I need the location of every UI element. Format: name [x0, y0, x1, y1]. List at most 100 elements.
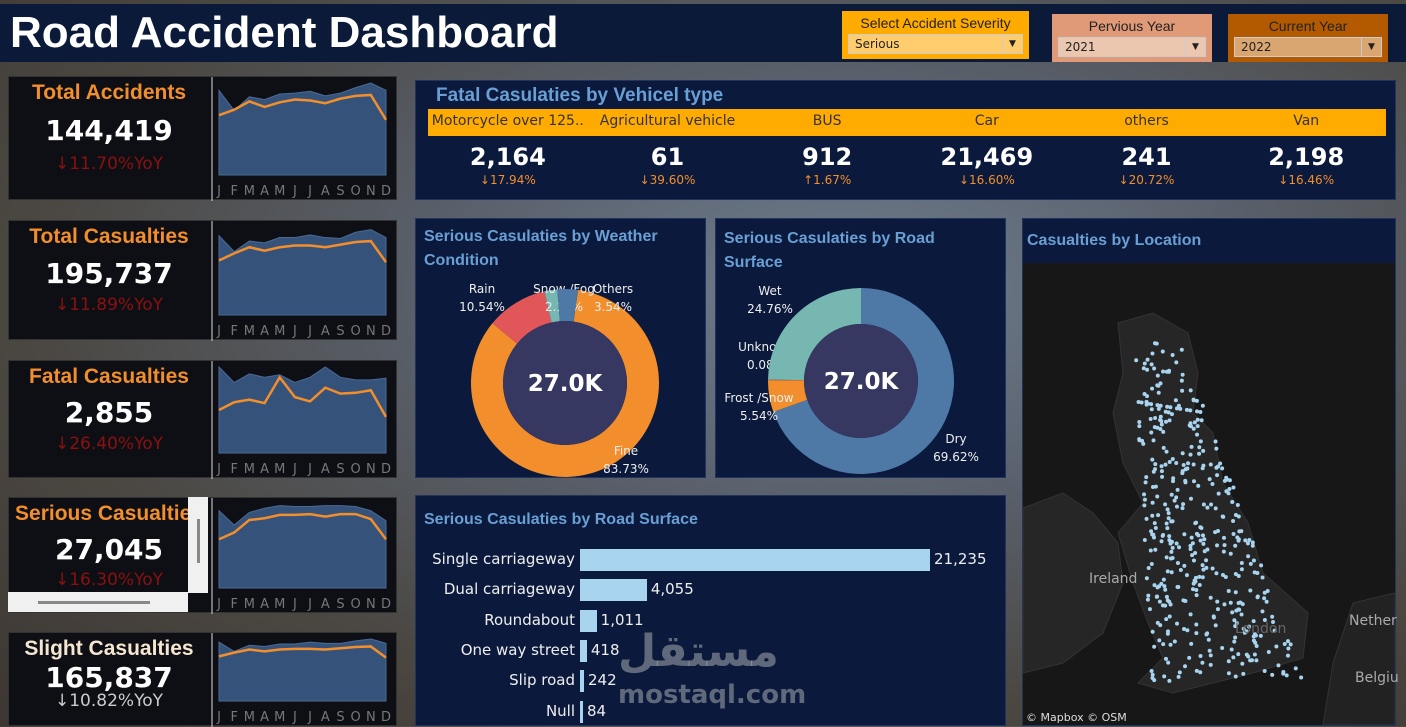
location-point[interactable]: [1148, 416, 1153, 421]
location-point[interactable]: [1149, 529, 1154, 534]
location-point[interactable]: [1160, 349, 1165, 354]
location-point[interactable]: [1286, 646, 1291, 651]
location-point[interactable]: [1231, 485, 1236, 490]
donut-slice-unknown[interactable]: [768, 379, 805, 381]
location-point[interactable]: [1142, 492, 1147, 497]
bar-4[interactable]: [580, 670, 584, 693]
location-point[interactable]: [1165, 526, 1170, 531]
location-point[interactable]: [1169, 492, 1174, 497]
location-point[interactable]: [1150, 629, 1155, 634]
location-point[interactable]: [1171, 476, 1176, 481]
bar-3[interactable]: [580, 639, 587, 662]
location-point[interactable]: [1199, 418, 1204, 423]
location-point[interactable]: [1173, 398, 1178, 403]
location-point[interactable]: [1243, 538, 1248, 543]
location-point[interactable]: [1159, 581, 1164, 586]
location-point[interactable]: [1254, 658, 1259, 663]
location-point[interactable]: [1179, 347, 1184, 352]
location-point[interactable]: [1244, 652, 1249, 657]
location-point[interactable]: [1239, 529, 1244, 534]
location-point[interactable]: [1151, 469, 1156, 474]
location-point[interactable]: [1213, 439, 1218, 444]
location-point[interactable]: [1142, 497, 1147, 502]
location-point[interactable]: [1159, 464, 1164, 469]
location-point[interactable]: [1210, 566, 1215, 571]
location-point[interactable]: [1169, 570, 1174, 575]
location-point[interactable]: [1163, 419, 1168, 424]
location-point[interactable]: [1238, 600, 1243, 605]
location-point[interactable]: [1171, 479, 1176, 484]
location-point[interactable]: [1146, 593, 1151, 598]
donut-slice-frost-snow[interactable]: [768, 380, 808, 412]
location-point[interactable]: [1146, 566, 1151, 571]
location-point[interactable]: [1169, 519, 1174, 524]
location-point[interactable]: [1157, 638, 1162, 643]
location-point[interactable]: [1246, 554, 1251, 559]
location-point[interactable]: [1206, 637, 1211, 642]
location-point[interactable]: [1161, 429, 1166, 434]
location-point[interactable]: [1177, 545, 1182, 550]
location-point[interactable]: [1167, 534, 1172, 539]
location-point[interactable]: [1216, 491, 1221, 496]
location-point[interactable]: [1233, 513, 1238, 518]
location-point[interactable]: [1137, 438, 1142, 443]
location-point[interactable]: [1227, 486, 1232, 491]
location-point[interactable]: [1179, 378, 1184, 383]
location-point[interactable]: [1180, 451, 1185, 456]
location-point[interactable]: [1152, 521, 1157, 526]
location-point[interactable]: [1204, 558, 1209, 563]
location-point[interactable]: [1221, 535, 1226, 540]
location-point[interactable]: [1152, 644, 1157, 649]
location-point[interactable]: [1253, 633, 1258, 638]
location-point[interactable]: [1233, 590, 1238, 595]
location-point[interactable]: [1170, 353, 1175, 358]
location-point[interactable]: [1200, 563, 1205, 568]
location-point[interactable]: [1201, 567, 1206, 572]
location-point[interactable]: [1231, 655, 1236, 660]
location-point[interactable]: [1254, 644, 1259, 649]
donut-slice-dry[interactable]: [773, 288, 954, 474]
location-point[interactable]: [1167, 614, 1172, 619]
location-point[interactable]: [1164, 521, 1169, 526]
location-point[interactable]: [1211, 615, 1216, 620]
location-point[interactable]: [1208, 653, 1213, 658]
location-point[interactable]: [1159, 469, 1164, 474]
current-year-dropdown[interactable]: 2022 ▼: [1234, 37, 1382, 57]
location-point[interactable]: [1158, 403, 1163, 408]
location-point[interactable]: [1197, 451, 1202, 456]
location-point[interactable]: [1188, 543, 1193, 548]
location-point[interactable]: [1167, 368, 1172, 373]
location-point[interactable]: [1169, 549, 1174, 554]
location-point[interactable]: [1233, 624, 1238, 629]
location-point[interactable]: [1239, 561, 1244, 566]
location-point[interactable]: [1160, 474, 1165, 479]
location-point[interactable]: [1233, 571, 1238, 576]
location-point[interactable]: [1166, 410, 1171, 415]
location-point[interactable]: [1270, 672, 1275, 677]
location-point[interactable]: [1149, 362, 1154, 367]
location-point[interactable]: [1284, 673, 1289, 678]
location-point[interactable]: [1186, 461, 1191, 466]
location-point[interactable]: [1159, 422, 1164, 427]
location-point[interactable]: [1202, 549, 1207, 554]
location-point[interactable]: [1153, 462, 1158, 467]
location-point[interactable]: [1184, 573, 1189, 578]
location-point[interactable]: [1158, 426, 1163, 431]
location-point[interactable]: [1195, 417, 1200, 422]
location-point[interactable]: [1250, 543, 1255, 548]
location-point[interactable]: [1207, 477, 1212, 482]
location-point[interactable]: [1233, 674, 1238, 679]
location-point[interactable]: [1172, 639, 1177, 644]
location-point[interactable]: [1201, 502, 1206, 507]
location-point[interactable]: [1152, 678, 1157, 683]
location-point[interactable]: [1161, 533, 1166, 538]
location-point[interactable]: [1198, 409, 1203, 414]
location-point[interactable]: [1258, 633, 1263, 638]
location-point[interactable]: [1168, 602, 1173, 607]
location-point[interactable]: [1182, 627, 1187, 632]
location-point[interactable]: [1153, 484, 1158, 489]
location-point[interactable]: [1194, 593, 1199, 598]
location-point[interactable]: [1293, 666, 1298, 671]
location-point[interactable]: [1157, 599, 1162, 604]
location-point[interactable]: [1142, 391, 1147, 396]
